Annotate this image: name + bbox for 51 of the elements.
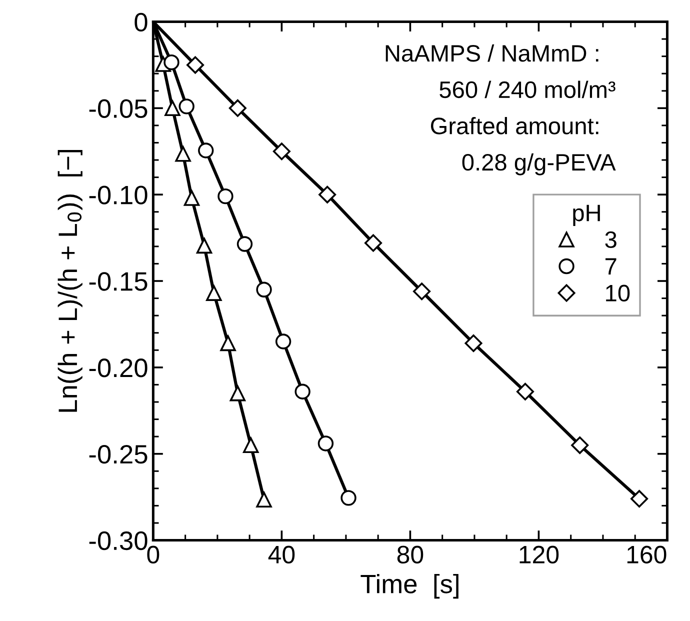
x-tick-label: 160 [627, 546, 666, 564]
y-tick-label: -0.15 [89, 272, 148, 291]
point [243, 437, 259, 454]
point [318, 186, 336, 204]
point [178, 98, 194, 114]
point [184, 190, 200, 206]
annotation: 0.28 g/g-PEVA [462, 153, 616, 176]
point [413, 282, 431, 300]
legend-title: pH [573, 204, 600, 226]
point [196, 238, 212, 254]
point [630, 490, 648, 508]
annotation: Grafted amount: [430, 117, 598, 134]
point [571, 436, 589, 454]
y-tick-label: -0.30 [89, 531, 148, 550]
y-tick-label: -0.05 [89, 99, 148, 118]
annotation: NaAMPS / NaMmD : [386, 44, 598, 62]
x-tick-label: 0 [147, 546, 160, 564]
y-axis-title: Ln((h + L)/(h + L$_{0}$)) [−] [58, 150, 82, 412]
annotation: 560 / 240 mol/m³ [440, 80, 616, 98]
y-tick-label: 0 [134, 12, 148, 32]
x-tick-label: 40 [268, 546, 295, 564]
point [218, 188, 234, 204]
point [206, 285, 222, 301]
point [256, 282, 272, 298]
x-tick-label: 80 [397, 546, 424, 564]
point [516, 382, 534, 400]
y-tick-label: -0.10 [89, 186, 148, 204]
y-tick-label: -0.20 [89, 358, 148, 378]
point [175, 146, 191, 162]
point [236, 236, 253, 252]
point [272, 142, 290, 160]
point [186, 56, 204, 74]
legend-label: 7 [606, 258, 616, 275]
point [228, 99, 246, 117]
point [230, 386, 246, 402]
point [318, 436, 334, 452]
point [294, 384, 310, 400]
x-tick-label: 120 [520, 546, 559, 564]
point [164, 100, 180, 116]
point [364, 234, 382, 252]
legend-label: 10 [606, 284, 630, 302]
point [275, 334, 292, 350]
legend-label: 3 [605, 231, 616, 248]
point [256, 492, 272, 508]
point [464, 334, 482, 352]
point [164, 54, 180, 70]
x-axis-title: Time [s] [360, 574, 458, 599]
y-tick-label: -0.25 [89, 444, 148, 464]
point [340, 490, 356, 506]
point [220, 335, 236, 352]
point [198, 142, 214, 158]
